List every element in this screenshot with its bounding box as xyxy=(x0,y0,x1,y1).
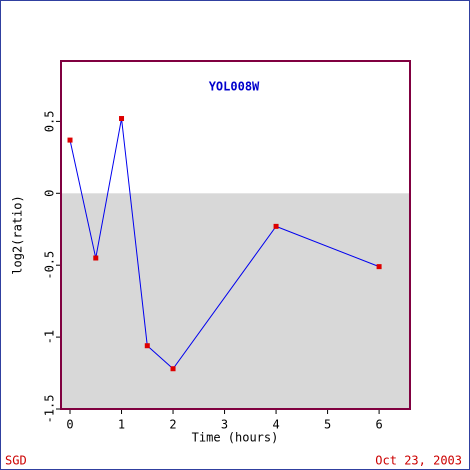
data-point xyxy=(376,264,382,270)
x-tick-label: 6 xyxy=(375,418,382,432)
footer-right: Oct 23, 2003 xyxy=(375,454,462,468)
y-tick-label: -1.5 xyxy=(43,395,57,424)
data-point xyxy=(144,343,150,349)
x-tick-label: 3 xyxy=(221,418,228,432)
y-tick-label: 0 xyxy=(43,190,57,197)
x-tick-label: 4 xyxy=(272,418,279,432)
footer-left: SGD xyxy=(5,454,27,468)
x-tick-label: 1 xyxy=(118,418,125,432)
negative-region xyxy=(61,193,410,409)
plot-area xyxy=(56,60,411,414)
x-tick-label: 0 xyxy=(66,418,73,432)
data-point xyxy=(67,137,73,143)
plot-frame xyxy=(60,60,411,410)
y-tick-label: -0.5 xyxy=(43,251,57,280)
x-tick-label: 5 xyxy=(324,418,331,432)
data-point xyxy=(170,366,176,372)
y-axis-label: log2(ratio) xyxy=(11,195,25,274)
data-point xyxy=(93,255,99,261)
data-point xyxy=(273,223,279,229)
chart-title: YOL008W xyxy=(209,80,260,94)
x-tick-label: 2 xyxy=(169,418,176,432)
y-tick-label: -1 xyxy=(43,330,57,344)
x-axis-label: Time (hours) xyxy=(192,431,279,445)
data-point xyxy=(119,116,125,122)
y-tick-label: 0.5 xyxy=(43,111,57,133)
